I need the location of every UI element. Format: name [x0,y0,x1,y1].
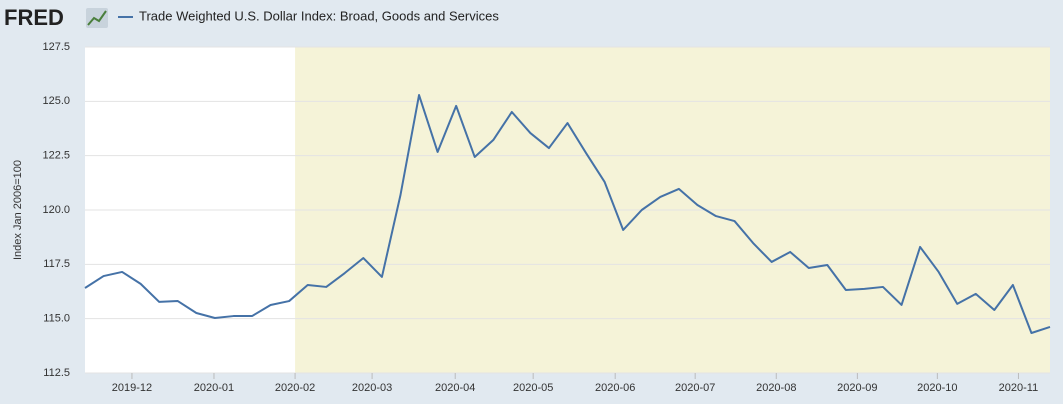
x-tick-label: 2020-03 [352,382,392,394]
line-series [84,94,1051,335]
y-tick-label: 117.5 [43,258,70,270]
y-tick-label: 122.5 [42,150,70,162]
y-axis-label: Index Jan 2006=100 [12,160,24,260]
logo: FRED [4,5,64,30]
x-tick-label: 2020-05 [513,382,553,394]
y-tick-label: 120.0 [42,204,70,216]
x-tick-label: 2020-08 [756,382,796,394]
x-tick-label: 2020-01 [194,382,234,394]
x-tick-label: 2020-10 [917,382,957,394]
x-tick-label: 2020-11 [999,382,1039,394]
x-tick-label: 2020-04 [435,382,475,394]
legend-label: Trade Weighted U.S. Dollar Index: Broad,… [139,8,499,23]
y-tick-label: 125.0 [42,95,70,107]
x-tick-label: 2019-12 [112,382,152,394]
y-tick-label: 115.0 [43,313,70,325]
x-tick-label: 2020-09 [837,382,877,394]
x-tick-label: 2020-07 [675,382,715,394]
x-tick-label: 2020-02 [275,382,315,394]
y-tick-label: 127.5 [42,41,70,53]
y-tick-label: 112.5 [43,367,70,379]
logo-icon [86,8,108,28]
x-tick-label: 2020-06 [595,382,635,394]
